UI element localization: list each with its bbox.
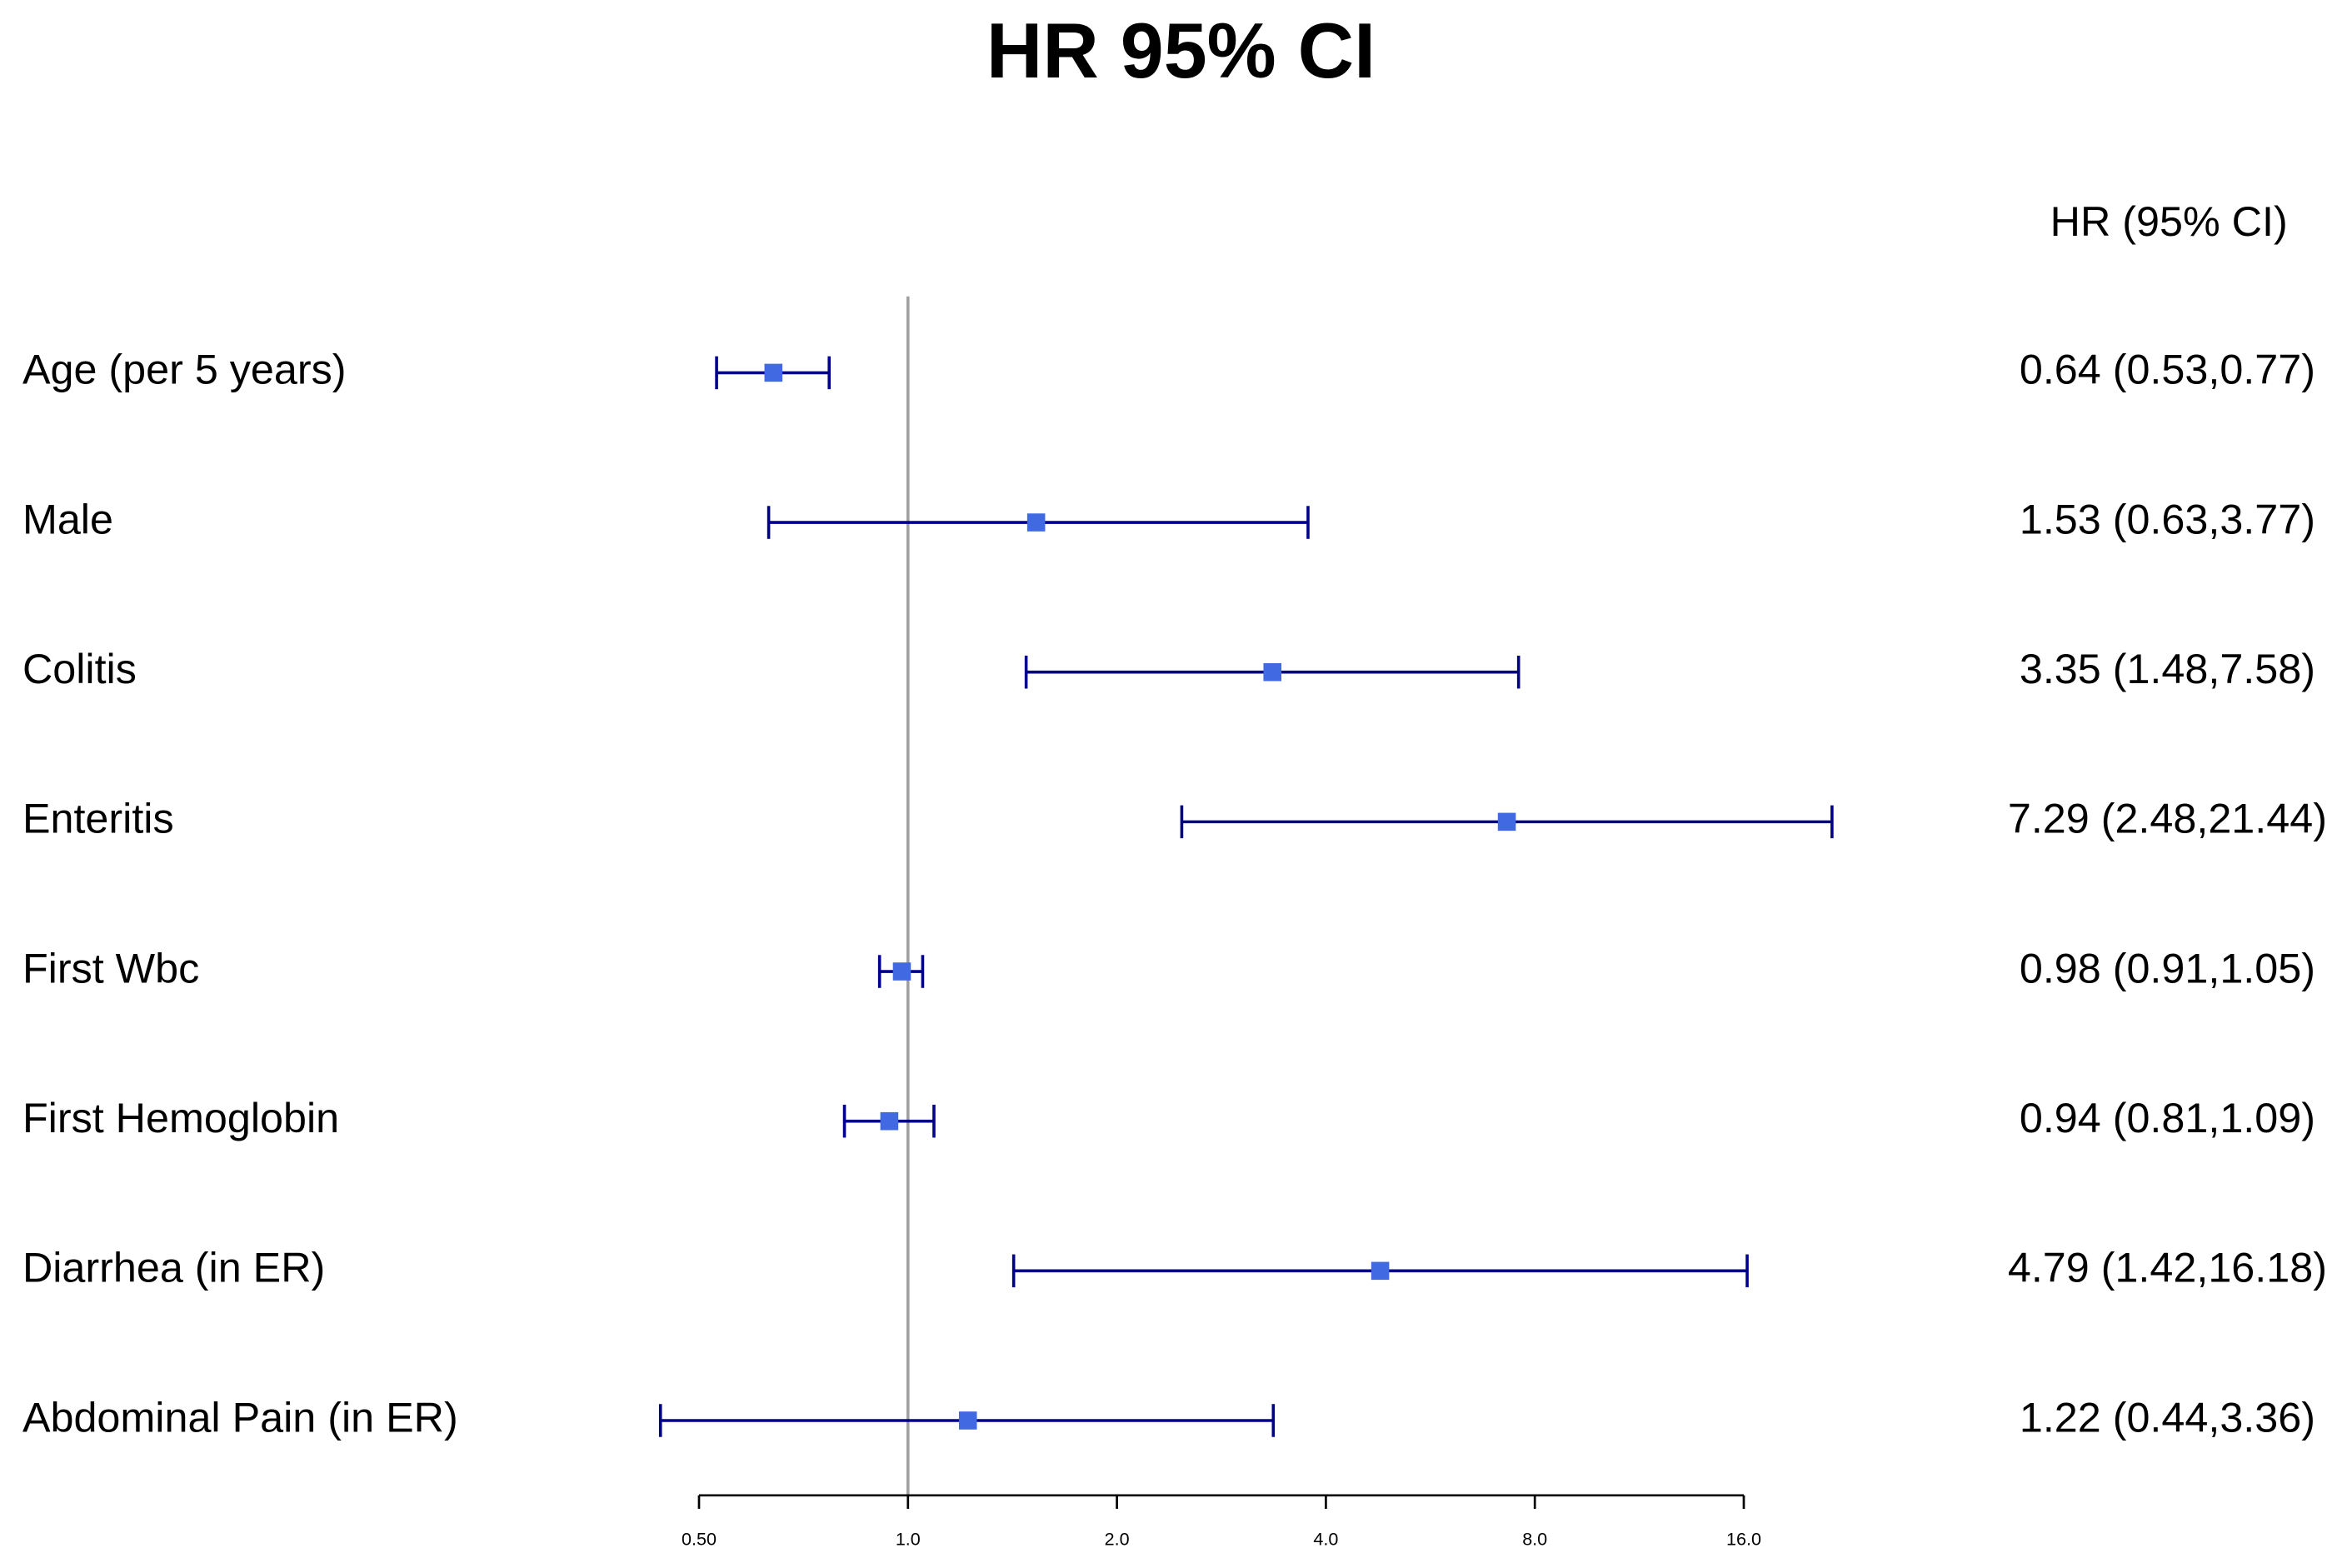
point-estimate xyxy=(1497,812,1516,831)
value-label: 1.22 (0.44,3.36) xyxy=(2020,1393,2315,1441)
column-header: HR (95% CI) xyxy=(2050,197,2288,245)
x-tick-label: 1.0 xyxy=(896,1528,921,1549)
value-label: 1.53 (0.63,3.77) xyxy=(2020,495,2315,542)
row-label: Diarrhea (in ER) xyxy=(22,1244,325,1291)
point-estimate xyxy=(764,363,783,382)
row-label: First Wbc xyxy=(22,944,199,991)
x-tick-label: 4.0 xyxy=(1313,1528,1338,1549)
value-label: 0.98 (0.91,1.05) xyxy=(2020,944,2315,991)
value-label: 3.35 (1.48,7.58) xyxy=(2020,645,2315,692)
point-estimate xyxy=(958,1411,977,1430)
row-label: Age (per 5 years) xyxy=(22,346,347,393)
value-label: 0.64 (0.53,0.77) xyxy=(2020,346,2315,393)
point-estimate xyxy=(880,1111,899,1131)
point-estimate xyxy=(1263,662,1282,682)
row-label: Abdominal Pain (in ER) xyxy=(22,1393,458,1441)
row-label: Male xyxy=(22,495,113,542)
chart-title: HR 95% CI xyxy=(986,7,1376,94)
value-label: 4.79 (1.42,16.18) xyxy=(2008,1244,2327,1291)
row-label: Colitis xyxy=(22,645,137,692)
x-tick-label: 8.0 xyxy=(1522,1528,1547,1549)
point-estimate xyxy=(892,962,911,981)
x-tick-label: 0.50 xyxy=(682,1528,717,1549)
value-label: 7.29 (2.48,21.44) xyxy=(2008,795,2327,842)
value-label: 0.94 (0.81,1.09) xyxy=(2020,1094,2315,1141)
row-label: Enteritis xyxy=(22,795,174,842)
point-estimate xyxy=(1026,513,1046,532)
row-label: First Hemoglobin xyxy=(22,1094,339,1141)
x-tick-label: 2.0 xyxy=(1105,1528,1130,1549)
point-estimate xyxy=(1371,1261,1390,1281)
x-tick-label: 16.0 xyxy=(1726,1528,1761,1549)
